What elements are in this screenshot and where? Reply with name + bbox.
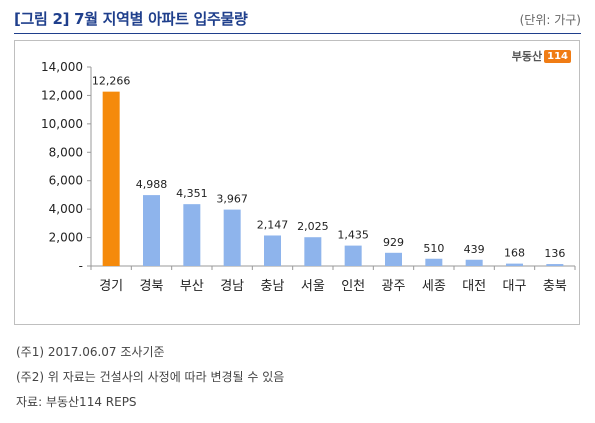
y-tick-label: 2,000 bbox=[49, 231, 83, 245]
bar-11 bbox=[506, 263, 523, 266]
y-tick-label: - bbox=[79, 259, 83, 273]
bar-chart: - 2,000 4,000 6,000 8,000 10,000 12,000 14,000 1… bbox=[41, 60, 576, 294]
data-label: 4,988 bbox=[136, 178, 168, 191]
data-label: 136 bbox=[544, 247, 565, 260]
x-category-label: 경북 bbox=[140, 279, 164, 294]
data-label: 12,266 bbox=[92, 75, 131, 88]
brand-logo: 부동산 114 bbox=[512, 48, 571, 64]
bar-3 bbox=[183, 204, 201, 266]
chart-frame: 부동산 114 - 2,000 4,000 6,000 8,000 10,000 12,00… bbox=[14, 40, 580, 325]
y-tick-label: 14,000 bbox=[41, 60, 83, 74]
x-category-label: 대전 bbox=[462, 279, 486, 294]
bar-9 bbox=[425, 258, 443, 266]
data-label: 510 bbox=[423, 242, 444, 255]
x-category-label: 부산 bbox=[180, 279, 204, 294]
y-tick-label: 6,000 bbox=[49, 174, 83, 188]
x-category-label: 광주 bbox=[382, 279, 406, 294]
x-category-label: 충남 bbox=[261, 279, 285, 294]
x-category-label: 인천 bbox=[341, 279, 365, 294]
x-category-label: 세종 bbox=[422, 279, 446, 294]
bar-2 bbox=[143, 195, 160, 266]
x-category-label: 대구 bbox=[503, 279, 527, 294]
logo-badge: 114 bbox=[544, 49, 571, 63]
bar-12 bbox=[546, 264, 564, 266]
unit-label: (단위: 가구) bbox=[519, 13, 581, 27]
footnotes: (주1) 2017.06.07 조사기준 (주2) 위 자료는 건설사의 사정에… bbox=[16, 340, 284, 415]
x-category-label: 경남 bbox=[220, 279, 244, 294]
data-label: 168 bbox=[504, 247, 525, 260]
data-label: 1,435 bbox=[337, 229, 369, 242]
data-label: 929 bbox=[383, 236, 404, 249]
y-tick-label: 8,000 bbox=[49, 145, 83, 159]
source-note: 자료: 부동산114 REPS bbox=[16, 395, 137, 409]
x-category-label: 경기 bbox=[99, 279, 123, 294]
bar-5 bbox=[264, 235, 281, 266]
title-divider bbox=[14, 33, 581, 34]
data-label: 4,351 bbox=[176, 187, 208, 200]
y-tick-label: 10,000 bbox=[41, 117, 83, 131]
bar-7 bbox=[344, 245, 362, 266]
footnote-1: (주1) 2017.06.07 조사기준 bbox=[16, 345, 165, 359]
bar-1 bbox=[102, 91, 120, 266]
data-label: 2,025 bbox=[297, 220, 329, 233]
y-tick-label: 4,000 bbox=[49, 202, 83, 216]
x-category-label: 충북 bbox=[543, 279, 567, 294]
bar-6 bbox=[304, 237, 322, 266]
data-label: 3,967 bbox=[216, 193, 248, 206]
x-category-label: 서울 bbox=[301, 279, 325, 294]
bar-10 bbox=[465, 259, 483, 266]
y-tick-label: 12,000 bbox=[41, 88, 83, 102]
bar-4 bbox=[223, 209, 241, 266]
data-label: 439 bbox=[464, 243, 485, 256]
bar-8 bbox=[385, 252, 402, 266]
footnote-2: (주2) 위 자료는 건설사의 사정에 따라 변경될 수 있음 bbox=[16, 370, 285, 384]
logo-text: 부동산 bbox=[511, 50, 543, 63]
chart-title: [그림 2] 7월 지역별 아파트 입주물량 bbox=[14, 10, 248, 28]
data-label: 2,147 bbox=[257, 218, 289, 231]
